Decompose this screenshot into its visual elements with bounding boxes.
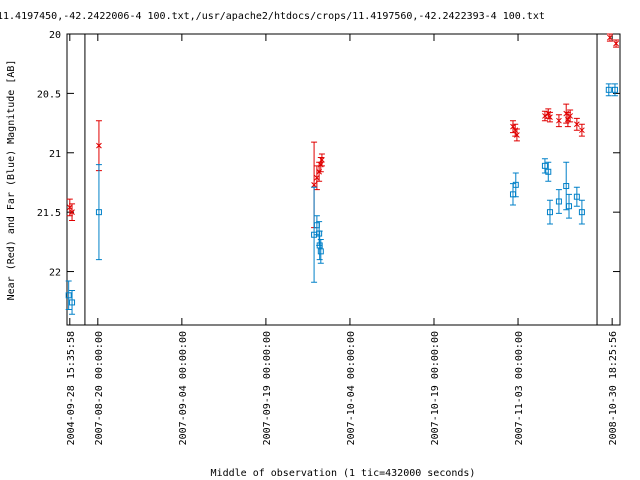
x-tick-label: 2008-10-30 18:25:56 bbox=[608, 331, 619, 445]
error-bar bbox=[541, 158, 548, 174]
error-bar bbox=[317, 238, 324, 264]
x-tick-label: 2007-10-04 00:00:00 bbox=[346, 331, 357, 445]
error-bar bbox=[69, 290, 76, 315]
point bbox=[311, 181, 317, 188]
point bbox=[605, 86, 612, 93]
point bbox=[613, 40, 619, 47]
point bbox=[541, 162, 548, 169]
y-tick-label: 22 bbox=[49, 268, 61, 279]
point bbox=[96, 142, 102, 149]
point bbox=[555, 198, 562, 205]
point bbox=[512, 181, 519, 188]
error-bar bbox=[563, 161, 570, 211]
point bbox=[514, 132, 520, 138]
error-bar bbox=[95, 164, 102, 261]
point bbox=[546, 209, 553, 216]
y-tick-label: 21.5 bbox=[37, 208, 61, 219]
x-tick-label: 2007-10-19 00:00:00 bbox=[430, 331, 441, 445]
y-tick-label: 21 bbox=[49, 149, 61, 160]
y-tick-label: 20 bbox=[49, 30, 61, 41]
error-bar bbox=[65, 280, 72, 311]
point bbox=[316, 242, 323, 249]
y-tick-label: 20.5 bbox=[37, 89, 61, 100]
point bbox=[95, 209, 102, 216]
point bbox=[69, 299, 76, 306]
point bbox=[578, 209, 585, 216]
error-bar bbox=[578, 199, 585, 225]
error-bar bbox=[546, 199, 553, 225]
point bbox=[573, 193, 580, 200]
point bbox=[556, 117, 562, 124]
point bbox=[66, 204, 73, 211]
x-tick-label: 2007-08-20 00:00:00 bbox=[94, 331, 105, 445]
point bbox=[545, 168, 552, 175]
x-tick-label: 2004-09-28 15:35:58 bbox=[66, 331, 77, 445]
error-bar bbox=[512, 172, 519, 198]
point bbox=[547, 114, 553, 120]
point bbox=[611, 86, 618, 93]
point bbox=[565, 116, 571, 123]
point bbox=[319, 157, 325, 163]
error-bar bbox=[555, 189, 562, 214]
point bbox=[510, 123, 516, 130]
error-bar bbox=[611, 83, 618, 97]
chart-title: 11.4197450,-42.2422006-4 100.txt,/usr/ap… bbox=[0, 11, 545, 22]
error-bar bbox=[316, 230, 323, 261]
point bbox=[579, 127, 585, 134]
x-tick-label: 2007-09-04 00:00:00 bbox=[178, 331, 189, 445]
point bbox=[563, 183, 570, 190]
point bbox=[65, 292, 72, 299]
plot-frame bbox=[66, 33, 621, 326]
error-bar bbox=[566, 193, 573, 219]
point bbox=[566, 203, 573, 210]
point bbox=[69, 209, 75, 216]
point bbox=[314, 174, 320, 181]
point bbox=[317, 248, 324, 255]
error-bar bbox=[573, 186, 580, 207]
error-bar bbox=[545, 161, 552, 182]
y-axis-label: Near (Red) and Far (Blue) Magnitude [AB] bbox=[6, 60, 17, 301]
error-bar bbox=[605, 83, 612, 97]
point bbox=[607, 34, 613, 41]
point bbox=[542, 113, 548, 119]
point bbox=[574, 121, 580, 128]
x-axis-label: Middle of observation (1 tic=432000 seco… bbox=[211, 468, 476, 479]
x-tick-label: 2007-11-03 00:00:00 bbox=[514, 331, 525, 445]
point bbox=[567, 113, 573, 119]
x-tick-label: 2007-09-19 00:00:00 bbox=[262, 331, 273, 445]
